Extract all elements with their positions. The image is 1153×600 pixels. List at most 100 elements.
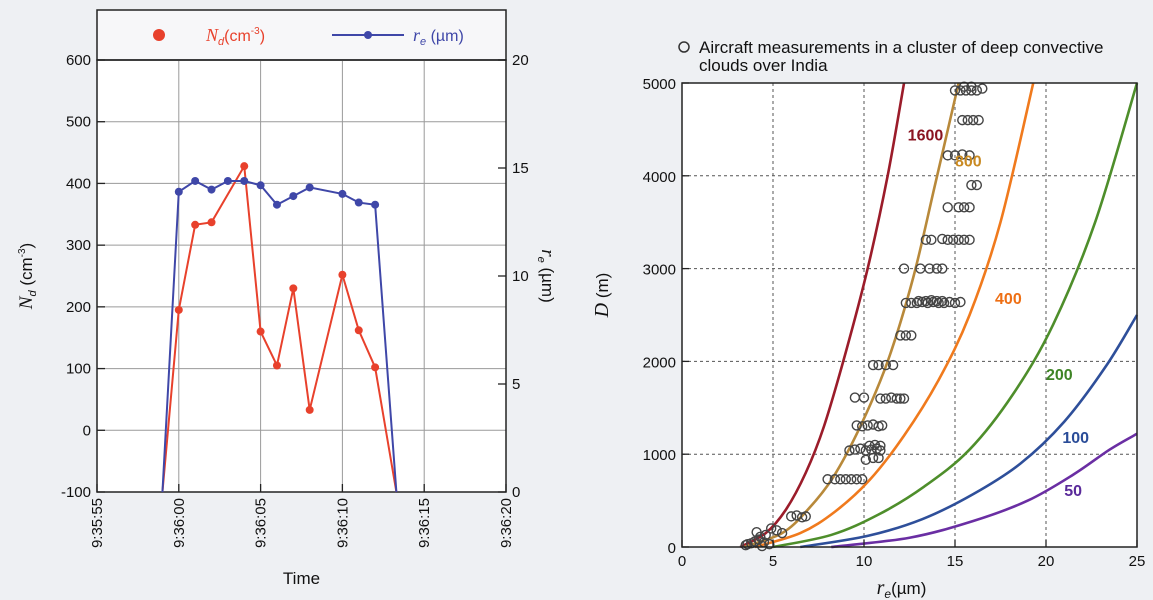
curve-200 — [772, 82, 1139, 549]
data-point — [207, 218, 216, 227]
data-point — [895, 330, 906, 341]
data-point — [764, 539, 775, 550]
data-point — [880, 359, 892, 371]
data-point — [867, 452, 879, 464]
x-tick-label: 15 — [947, 553, 964, 570]
data-point — [955, 296, 966, 308]
data-point — [937, 295, 948, 307]
legend-label-re: re (µm) — [413, 25, 464, 48]
data-point — [947, 234, 959, 246]
data-point — [953, 234, 964, 246]
data-point — [240, 162, 249, 171]
data-point — [931, 295, 942, 307]
data-point — [354, 326, 363, 335]
y-tick-label: 3000 — [643, 262, 676, 279]
x-tick-label: 9:35:55 — [89, 498, 106, 548]
data-point — [289, 192, 298, 201]
data-point — [765, 523, 777, 534]
y-right-tick-label: 10 — [512, 268, 529, 285]
title-marker — [678, 41, 690, 53]
y-axis-title: D (m) — [591, 273, 613, 319]
data-point — [875, 445, 886, 456]
data-point — [751, 526, 762, 538]
data-point — [371, 363, 380, 372]
y-left-tick-label: 100 — [66, 361, 91, 378]
data-point — [776, 527, 788, 539]
data-point — [913, 295, 924, 307]
data-point — [862, 420, 873, 431]
data-point — [900, 330, 912, 341]
data-point — [256, 327, 265, 336]
data-point — [873, 359, 884, 371]
curve-label-1600: 1600 — [908, 128, 944, 145]
curve-1600 — [739, 82, 906, 549]
data-point — [958, 234, 970, 246]
data-point — [875, 393, 886, 404]
grid — [97, 60, 506, 492]
curve-label-100: 100 — [1062, 430, 1089, 447]
data-point — [898, 393, 910, 404]
x-tick-label: 0 — [678, 553, 686, 570]
y-right-tick-label: 20 — [512, 52, 529, 69]
y-right-tick-label: 5 — [512, 376, 520, 393]
data-point — [966, 179, 977, 191]
x-axis-title: Time — [283, 569, 320, 588]
data-point — [920, 234, 932, 246]
curve-400 — [754, 82, 1035, 549]
y-tick-label: 4000 — [643, 169, 676, 186]
curve-label-50: 50 — [1064, 483, 1082, 500]
data-point — [873, 452, 884, 464]
data-point — [971, 179, 983, 191]
data-point — [869, 439, 881, 451]
data-point — [305, 405, 314, 414]
legend-marker-nd — [153, 29, 165, 41]
data-point — [924, 263, 935, 274]
plot-area — [682, 83, 1137, 547]
data-point — [174, 305, 183, 314]
curve-50 — [831, 432, 1138, 549]
data-point — [895, 393, 906, 404]
x-tick-label: 9:36:00 — [171, 498, 188, 548]
scatter-points — [740, 81, 988, 552]
x-tick-label: 20 — [1038, 553, 1055, 570]
data-point — [760, 529, 771, 541]
plot-area — [97, 60, 506, 492]
y-right-axis-title: re (µm) — [535, 249, 558, 303]
data-point — [931, 263, 942, 274]
curve-label-400: 400 — [995, 291, 1022, 308]
data-point — [354, 198, 363, 207]
data-point — [964, 234, 975, 246]
y-right-tick-label: 15 — [512, 160, 529, 177]
data-point — [942, 234, 953, 246]
plot-frame — [681, 82, 1138, 548]
curve-800 — [743, 82, 960, 549]
data-point — [957, 114, 968, 126]
data-point — [851, 420, 862, 431]
data-point — [856, 421, 868, 432]
chart-right-depth-vs-re: Aircraft measurements in a cluster of de… — [591, 38, 1145, 600]
curve-label-800: 800 — [955, 154, 982, 171]
data-point — [887, 359, 899, 371]
y-tick-label: 2000 — [643, 354, 676, 371]
curve-label-200: 200 — [1046, 367, 1073, 384]
data-point — [371, 200, 380, 209]
data-point — [858, 392, 870, 403]
data-point — [968, 114, 979, 126]
data-point — [338, 270, 347, 279]
series-nd — [161, 162, 398, 493]
curve-100 — [800, 314, 1139, 549]
data-point — [860, 454, 872, 465]
data-point — [822, 474, 833, 485]
data-point — [875, 440, 886, 452]
data-point — [964, 150, 975, 161]
data-point — [900, 297, 912, 309]
data-point — [949, 297, 961, 309]
y-tick-label: 0 — [668, 540, 676, 557]
data-point — [191, 176, 200, 185]
data-point — [953, 202, 964, 213]
data-point — [944, 296, 955, 308]
y-tick-label: 1000 — [643, 447, 676, 464]
x-tick-label: 5 — [769, 553, 777, 570]
data-point — [223, 176, 232, 185]
